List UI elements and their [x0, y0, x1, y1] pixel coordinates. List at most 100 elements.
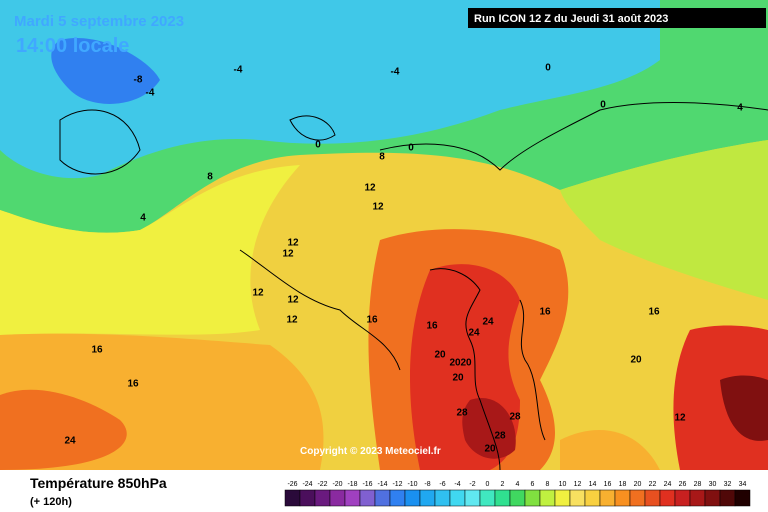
scale-label: -10: [407, 481, 417, 488]
color-swatch: [689, 489, 706, 507]
contour-label: 4: [737, 103, 743, 114]
color-swatch: [719, 489, 736, 507]
color-swatch: [569, 489, 586, 507]
color-swatch: [524, 489, 541, 507]
color-swatch: [584, 489, 601, 507]
scale-label: 4: [516, 481, 520, 488]
scale-label: 24: [664, 481, 672, 488]
contour-label: 12: [252, 288, 264, 299]
color-swatch: [419, 489, 436, 507]
color-swatch: [494, 489, 511, 507]
scale-label: 10: [559, 481, 567, 488]
color-scale: -26 -24 -22 -20 -18 -16 -14 -12 -10 -8 -6 -4 -2 0 2 4 6 8…: [284, 481, 751, 507]
contour-label: 16: [91, 345, 103, 356]
color-swatch: [644, 489, 661, 507]
scale-label: 2: [501, 481, 505, 488]
contour-label: 20: [484, 444, 496, 455]
color-swatch: [629, 489, 646, 507]
color-swatch: [284, 489, 301, 507]
contour-label: 12: [286, 315, 298, 326]
contour-label: 28: [494, 431, 506, 442]
scale-label: 30: [709, 481, 717, 488]
scale-label: 28: [694, 481, 702, 488]
color-swatch: [344, 489, 361, 507]
contour-label: 0: [315, 140, 321, 151]
color-swatch: [734, 489, 751, 507]
contour-label: -8: [134, 75, 143, 86]
color-swatch: [539, 489, 556, 507]
contour-label: 0: [408, 143, 414, 154]
color-swatch: [359, 489, 376, 507]
contour-label: 16: [426, 321, 438, 332]
contour-label: 20: [630, 355, 642, 366]
contour-label: 12: [282, 249, 294, 260]
contour-label: 8: [379, 152, 385, 163]
contour-label: 16: [539, 307, 551, 318]
scale-label: 0: [486, 481, 490, 488]
scale-label: 32: [724, 481, 732, 488]
scale-label: 8: [546, 481, 550, 488]
run-banner: [468, 8, 766, 28]
contour-label: 12: [372, 202, 384, 213]
scale-label: 12: [574, 481, 582, 488]
contour-label: 8: [207, 172, 213, 183]
forecast-date: Mardi 5 septembre 2023: [14, 13, 184, 30]
color-swatch: [599, 489, 616, 507]
contour-label: 16: [127, 379, 139, 390]
color-swatch: [674, 489, 691, 507]
color-swatch: [404, 489, 421, 507]
contour-label: 12: [364, 183, 376, 194]
scale-label: 22: [649, 481, 657, 488]
contour-label: 12: [287, 295, 299, 306]
color-swatch: [374, 489, 391, 507]
contour-label: 20: [452, 373, 464, 384]
contour-label: 12: [674, 413, 686, 424]
scale-label: 6: [531, 481, 535, 488]
color-swatch: [464, 489, 481, 507]
contour-label: 24: [482, 317, 494, 328]
contour-label: 4: [140, 213, 146, 224]
color-swatch: [554, 489, 571, 507]
contour-label: 0: [600, 100, 606, 111]
coastlines: [59, 102, 768, 471]
scale-label: -24: [302, 481, 312, 488]
scale-label: 26: [679, 481, 687, 488]
scale-label: 34: [739, 481, 747, 488]
scale-label: -26: [287, 481, 297, 488]
scale-label: 18: [619, 481, 627, 488]
scale-label: -20: [332, 481, 342, 488]
field-title: Température 850hPa: [30, 475, 167, 491]
color-swatch: [614, 489, 631, 507]
color-swatch: [479, 489, 496, 507]
scale-label: -22: [317, 481, 327, 488]
contour-label: -4: [146, 88, 155, 99]
scale-label: -4: [454, 481, 460, 488]
contour-label: -4: [234, 65, 243, 76]
contour-label: 28: [509, 412, 521, 423]
color-swatch: [449, 489, 466, 507]
contour-label: 12: [287, 238, 299, 249]
run-info: Run ICON 12 Z du Jeudi 31 août 2023: [474, 13, 668, 25]
contour-label: 20: [434, 350, 446, 361]
color-swatch: [434, 489, 451, 507]
contour-label: -4: [391, 67, 400, 78]
color-swatch: [329, 489, 346, 507]
scale-label: 14: [589, 481, 597, 488]
contour-label: 16: [648, 307, 660, 318]
forecast-time: 14:00 locale: [16, 35, 129, 57]
scale-label: -12: [392, 481, 402, 488]
scale-label: -18: [347, 481, 357, 488]
contour-label: 24: [468, 328, 480, 339]
color-swatch: [659, 489, 676, 507]
scale-label: 16: [604, 481, 612, 488]
contour-label: 20: [449, 358, 461, 369]
copyright: Copyright © 2023 Meteociel.fr: [300, 446, 441, 457]
color-swatch: [704, 489, 721, 507]
scale-label: -8: [424, 481, 430, 488]
color-swatch: [299, 489, 316, 507]
contour-label: 16: [366, 315, 378, 326]
scale-label: -14: [377, 481, 387, 488]
contour-label: 24: [64, 436, 76, 447]
contour-label: 28: [456, 408, 468, 419]
